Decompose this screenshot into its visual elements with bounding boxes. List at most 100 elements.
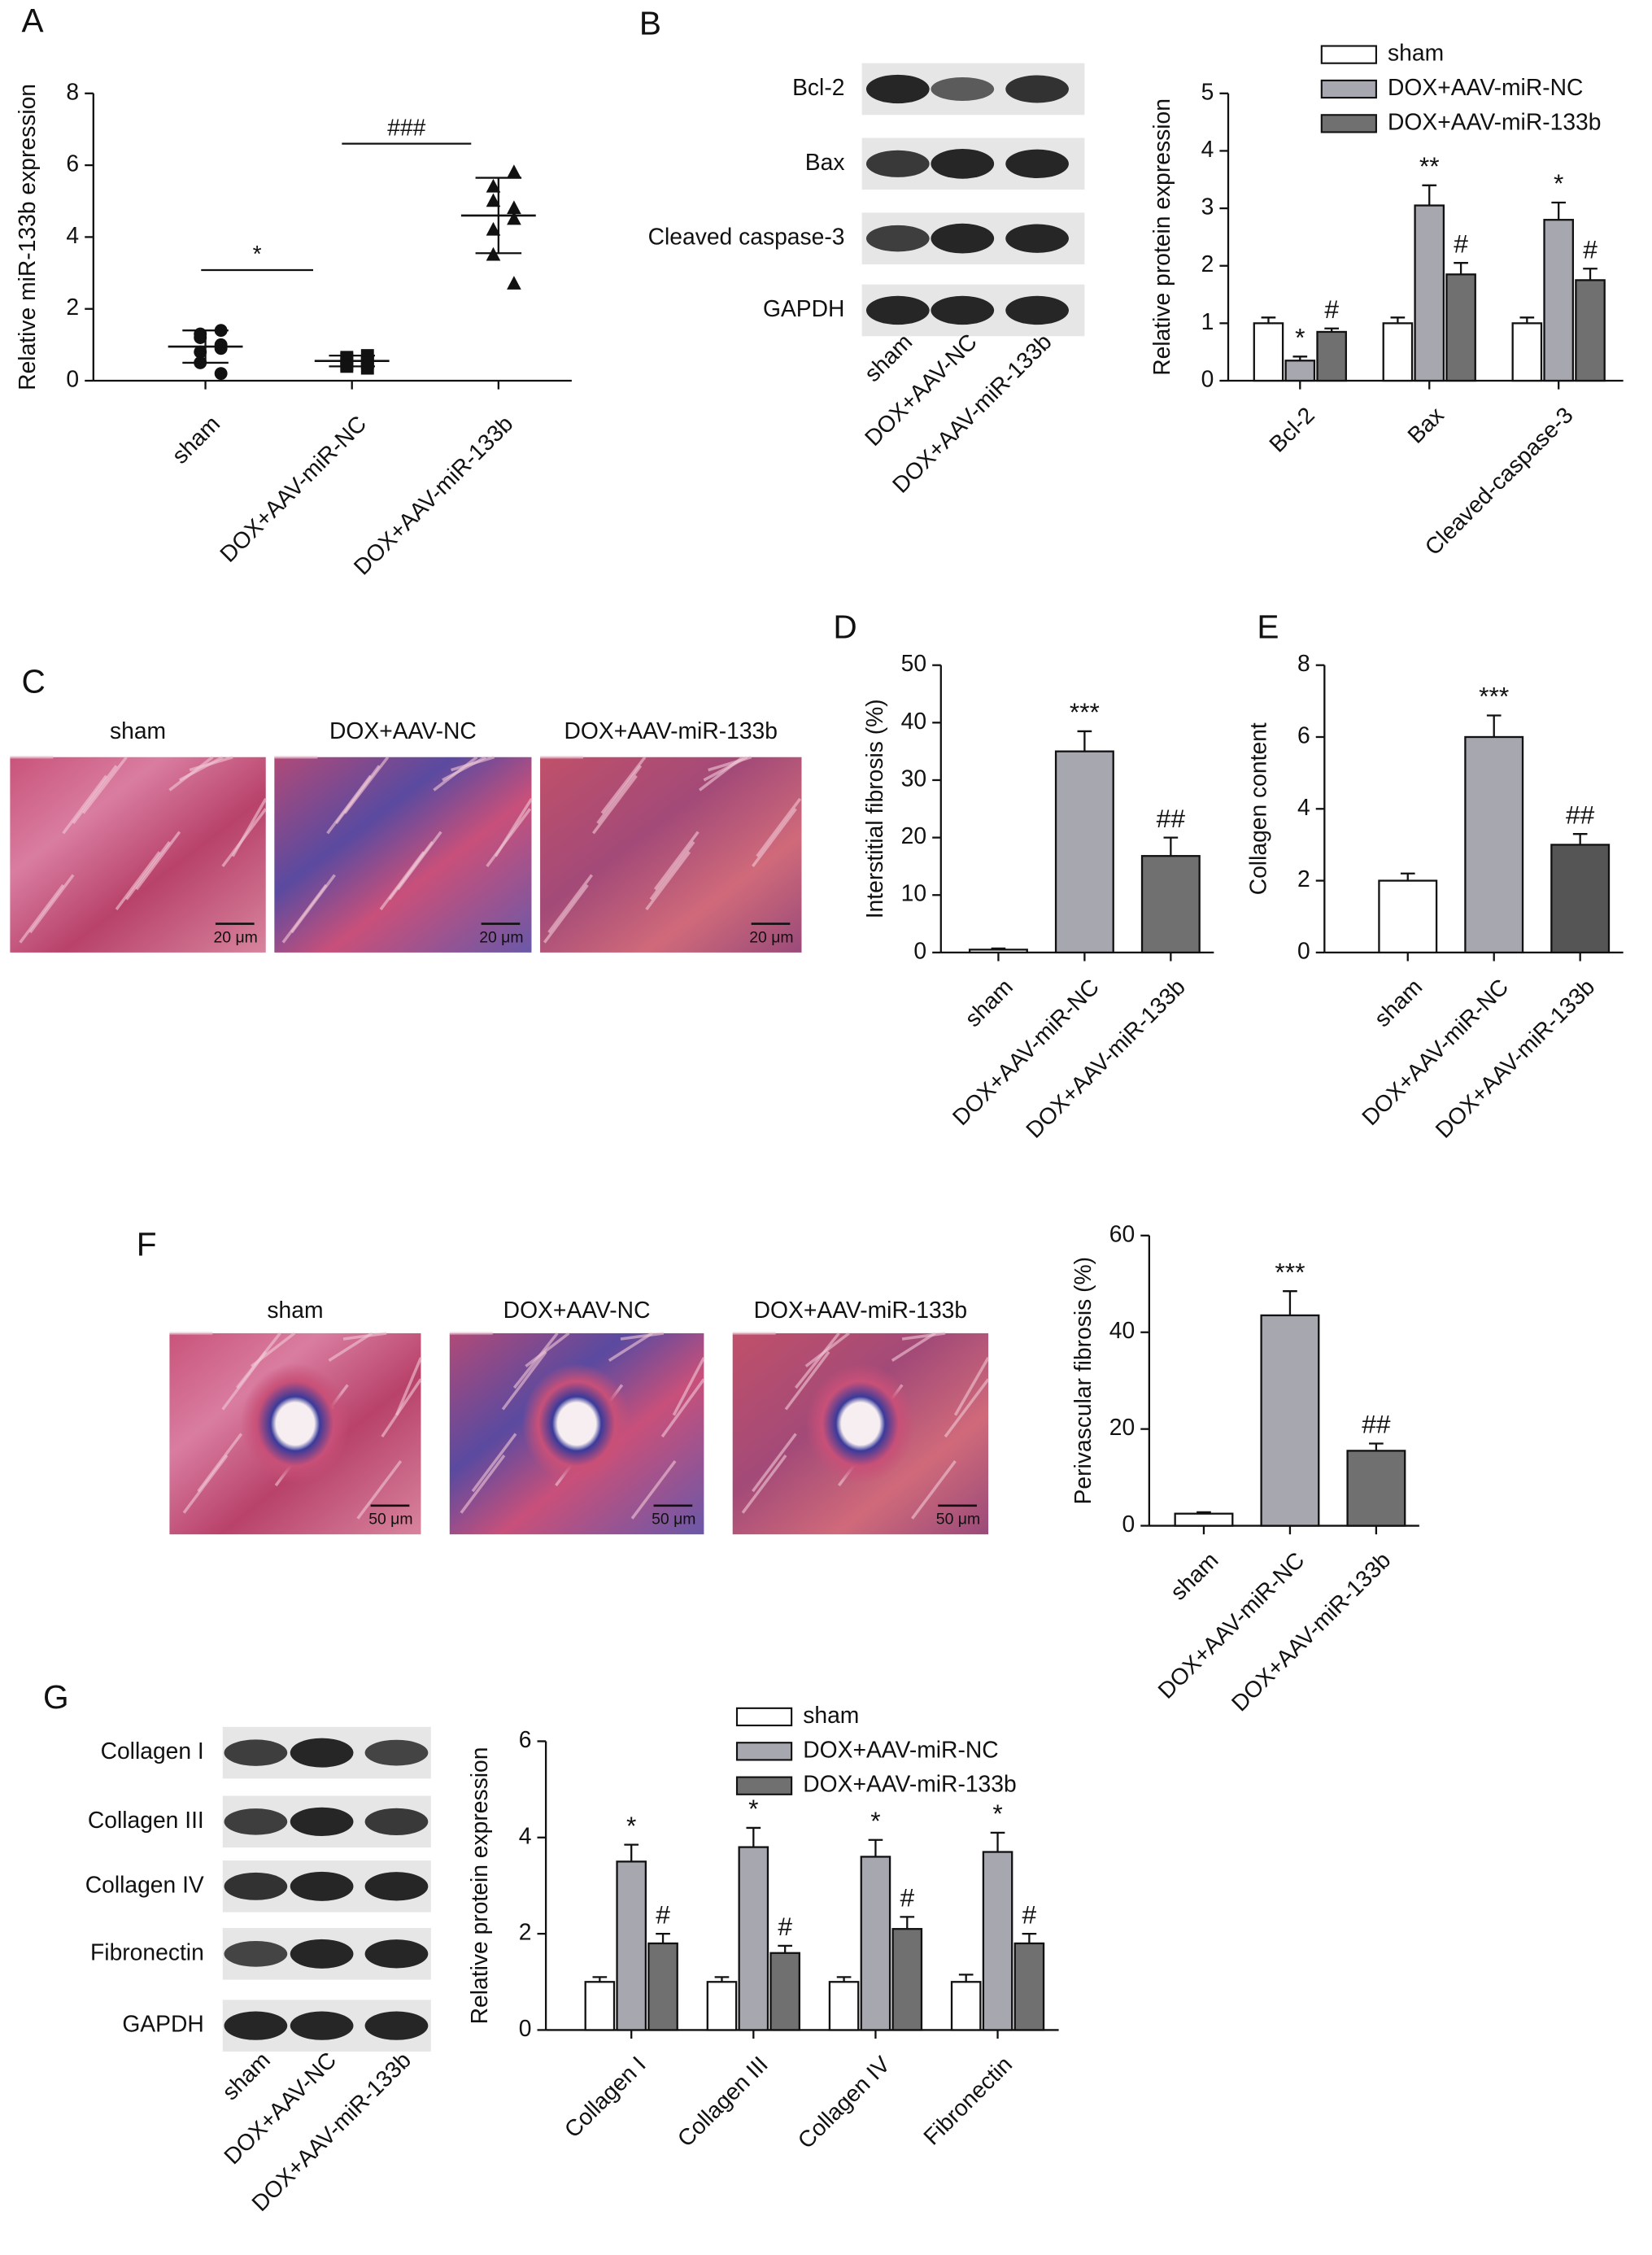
fiber — [660, 1378, 705, 1438]
blot-band — [224, 1739, 288, 1766]
significance-label: * — [992, 1799, 1002, 1828]
fiber — [231, 798, 268, 857]
blot-band — [931, 295, 995, 325]
histology-image — [10, 757, 266, 953]
blot-lane-label: sham — [217, 2047, 275, 2105]
blot-band — [290, 1738, 354, 1768]
y-axis-label: Relative miR-133b expression — [14, 84, 40, 390]
significance-label: * — [1554, 168, 1563, 198]
fiber — [911, 1460, 957, 1520]
bar — [1174, 1512, 1234, 1527]
blot-row-label: Collagen I — [101, 1738, 204, 1764]
panel-label: C — [22, 662, 46, 700]
fiber — [784, 1350, 830, 1411]
blot-row-label: GAPDH — [122, 2011, 203, 2037]
bar — [769, 1952, 800, 2031]
fiber — [608, 1332, 653, 1362]
fiber — [600, 756, 647, 814]
legend-label: DOX+AAV-miR-133b — [803, 1771, 1016, 1797]
fiber — [460, 1454, 506, 1514]
bar — [1445, 273, 1476, 382]
y-tick-label: 4 — [1201, 136, 1214, 162]
fiber — [741, 1454, 787, 1514]
blot-row-label: Bax — [805, 149, 845, 175]
fiber — [62, 774, 108, 835]
bar — [1550, 844, 1611, 954]
x-tick-label: DOX+AAV-miR-133b — [1226, 1546, 1395, 1716]
histology-image — [274, 757, 532, 953]
y-tick-label: 0 — [913, 937, 926, 963]
fiber — [394, 1357, 423, 1416]
histology-label: DOX+AAV-NC — [329, 718, 477, 744]
y-tick-label: 0 — [1201, 365, 1214, 391]
fiber — [125, 840, 171, 901]
data-point — [194, 345, 207, 359]
histology-label: DOX+AAV-miR-133b — [564, 718, 778, 744]
fiber — [649, 840, 695, 901]
y-tick-label: 2 — [1297, 866, 1310, 892]
x-tick-label: Collagen III — [672, 2051, 773, 2152]
bar — [1054, 750, 1114, 954]
blot-band — [290, 1939, 354, 1969]
bar — [647, 1942, 678, 2031]
y-axis-label: Relative protein expression — [466, 1747, 492, 2025]
bar — [950, 1981, 982, 2031]
bar — [1316, 330, 1347, 382]
significance-label: ### — [387, 114, 425, 140]
data-point — [507, 276, 521, 290]
y-axis-label: Perivascular fibrosis (%) — [1070, 1257, 1096, 1505]
bar — [1260, 1314, 1320, 1527]
histology-label: sham — [267, 1297, 323, 1323]
bar — [1284, 360, 1316, 382]
x-tick-label: DOX+AAV-miR-133b — [1430, 974, 1599, 1143]
fiber — [251, 1332, 296, 1367]
y-tick-label: 60 — [1109, 1220, 1135, 1246]
panel-label: E — [1257, 608, 1279, 645]
fiber — [795, 1332, 840, 1389]
vessel — [240, 1363, 351, 1485]
x-tick-label: Collagen IV — [792, 2051, 895, 2153]
scale-bar-label: 50 μm — [936, 1511, 980, 1529]
y-tick-label: 6 — [519, 1726, 532, 1752]
significance-label: # — [900, 1883, 914, 1913]
significance-label: ## — [1157, 804, 1186, 833]
fiber — [630, 1460, 677, 1520]
fiber — [115, 851, 161, 910]
bar — [1378, 879, 1438, 954]
data-point — [507, 164, 521, 178]
blot-band — [290, 2011, 354, 2040]
blot-row-label: Bcl-2 — [792, 74, 844, 100]
blot-band — [1005, 224, 1069, 253]
y-tick-label: 4 — [1297, 794, 1310, 820]
content: A B C D E F G Bcl-2 Bax Cleaved caspase-3 GAPDH sha… — [10, 2, 1624, 2216]
blot-row-label: GAPDH — [763, 295, 844, 321]
panel-label: F — [137, 1226, 157, 1263]
data-point — [507, 200, 521, 215]
scale-bar-label: 20 μm — [213, 928, 257, 946]
fiber — [189, 756, 233, 772]
significance-label: # — [1583, 234, 1598, 264]
y-tick-label: 20 — [901, 822, 926, 848]
data-point — [507, 211, 521, 225]
significance-label: * — [626, 1811, 636, 1840]
fiber — [752, 808, 797, 867]
blot-band — [224, 2011, 288, 2040]
bar — [982, 1851, 1013, 2031]
fiber — [620, 1332, 665, 1341]
blot-band — [290, 1807, 354, 1837]
significance-label: * — [253, 241, 262, 267]
bar — [891, 1928, 923, 2031]
y-tick-label: 10 — [901, 880, 926, 906]
significance-label: * — [870, 1806, 880, 1835]
x-tick-label: Bax — [1402, 402, 1449, 448]
x-tick-label: sham — [960, 974, 1018, 1032]
data-point — [486, 221, 501, 236]
fiber — [708, 756, 752, 772]
fiber — [451, 756, 495, 772]
blot-band — [931, 77, 995, 101]
panel-label: A — [22, 2, 44, 39]
fiber — [135, 831, 181, 891]
blot-band — [364, 1739, 429, 1766]
x-tick-label: DOX+AAV-miR-NC — [215, 410, 372, 567]
significance-label: ## — [1566, 800, 1595, 829]
